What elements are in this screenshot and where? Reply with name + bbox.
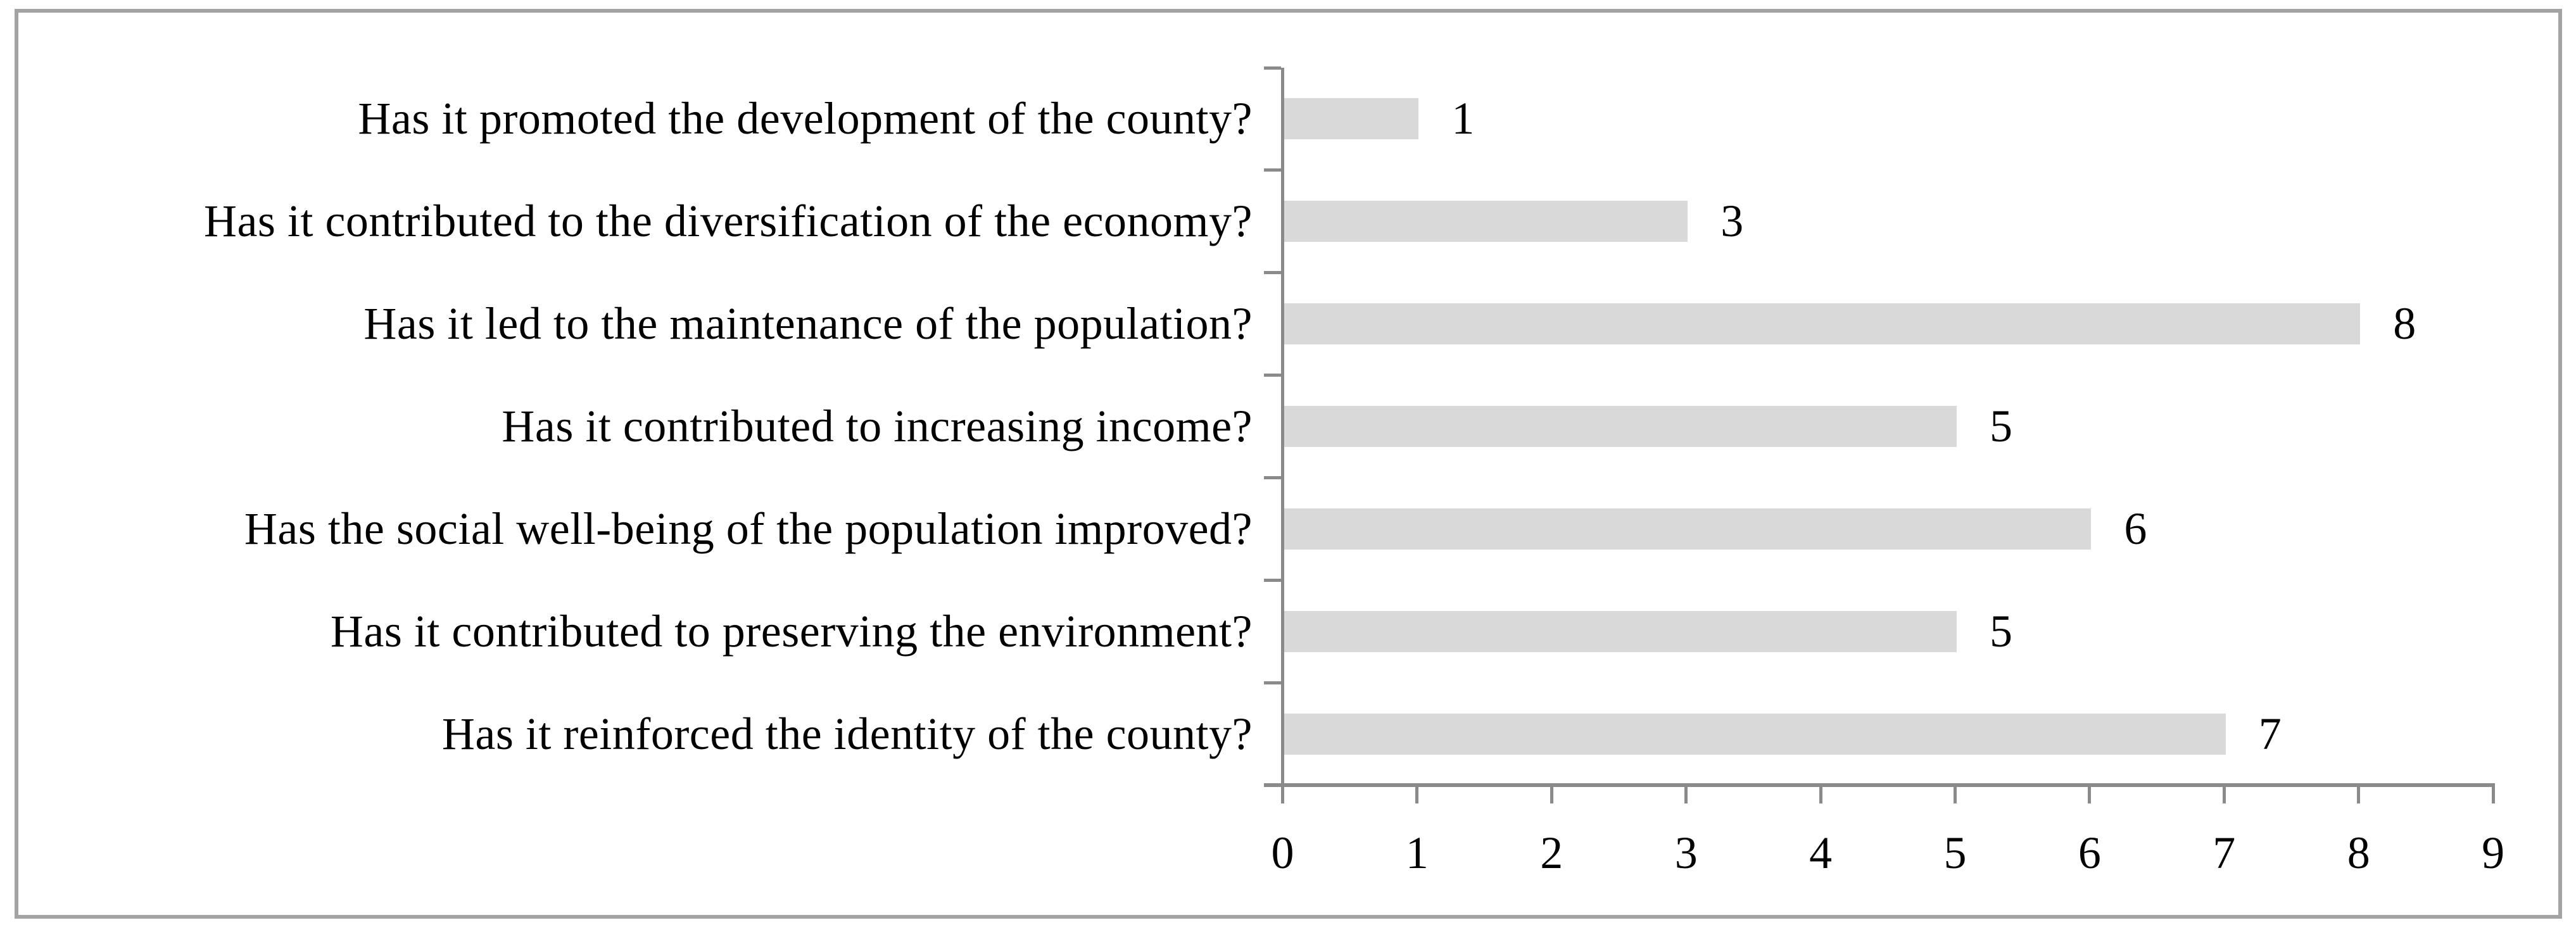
x-axis-tick: [2357, 787, 2361, 803]
category-label: Has it contributed to the diversificatio…: [203, 196, 1253, 247]
bar: [1284, 201, 1688, 242]
x-axis-line: [1264, 783, 2495, 787]
x-axis-tick: [2222, 787, 2226, 803]
y-axis-tick: [1264, 168, 1281, 172]
x-axis-tick: [1954, 787, 1957, 803]
bar: [1284, 98, 1419, 140]
x-axis-tick: [2088, 787, 2092, 803]
y-axis-tick: [1264, 271, 1281, 275]
x-axis-tick: [1415, 787, 1419, 803]
y-axis-tick: [1264, 374, 1281, 377]
x-tick-label: 2: [1540, 828, 1563, 878]
x-axis-tick: [1550, 787, 1553, 803]
category-label: Has it contributed to preserving the env…: [330, 605, 1253, 657]
x-tick-label: 1: [1405, 828, 1429, 878]
value-label: 7: [2258, 708, 2282, 759]
category-label: Has it led to the maintenance of the pop…: [363, 298, 1253, 350]
figure-frame: [15, 9, 2562, 919]
x-axis-tick: [1684, 787, 1688, 803]
value-label: 6: [2124, 503, 2147, 554]
category-label: Has it promoted the development of the c…: [358, 93, 1253, 144]
bar: [1284, 303, 2361, 345]
x-tick-label: 4: [1809, 828, 1833, 878]
category-label: Has it contributed to increasing income?: [502, 400, 1253, 451]
bar: [1284, 610, 1957, 652]
y-axis-tick: [1264, 681, 1281, 684]
value-label: 5: [1990, 605, 2012, 657]
x-axis-tick: [1281, 787, 1284, 803]
x-tick-label: 6: [2078, 828, 2101, 878]
x-tick-label: 8: [2347, 828, 2370, 878]
bar: [1284, 713, 2226, 755]
x-tick-label: 5: [1943, 828, 1967, 878]
y-axis-tick: [1264, 475, 1281, 479]
category-label: Has it reinforced the identity of the co…: [441, 708, 1253, 759]
x-axis-tick: [1819, 787, 1822, 803]
y-axis-tick: [1264, 66, 1281, 70]
bar: [1284, 406, 1957, 447]
bar: [1284, 508, 2092, 550]
value-label: 1: [1451, 93, 1475, 144]
x-tick-label: 0: [1271, 828, 1294, 878]
x-tick-label: 7: [2213, 828, 2236, 878]
value-label: 5: [1990, 401, 2012, 451]
y-axis-line: [1281, 68, 1284, 789]
x-axis-tick: [2491, 787, 2495, 803]
value-label: 8: [2393, 298, 2416, 350]
x-tick-label: 3: [1674, 828, 1698, 878]
x-tick-label: 9: [2482, 828, 2505, 878]
y-axis-tick: [1264, 578, 1281, 582]
category-label: Has the social well-being of the populat…: [244, 503, 1253, 554]
value-label: 3: [1720, 196, 1744, 247]
